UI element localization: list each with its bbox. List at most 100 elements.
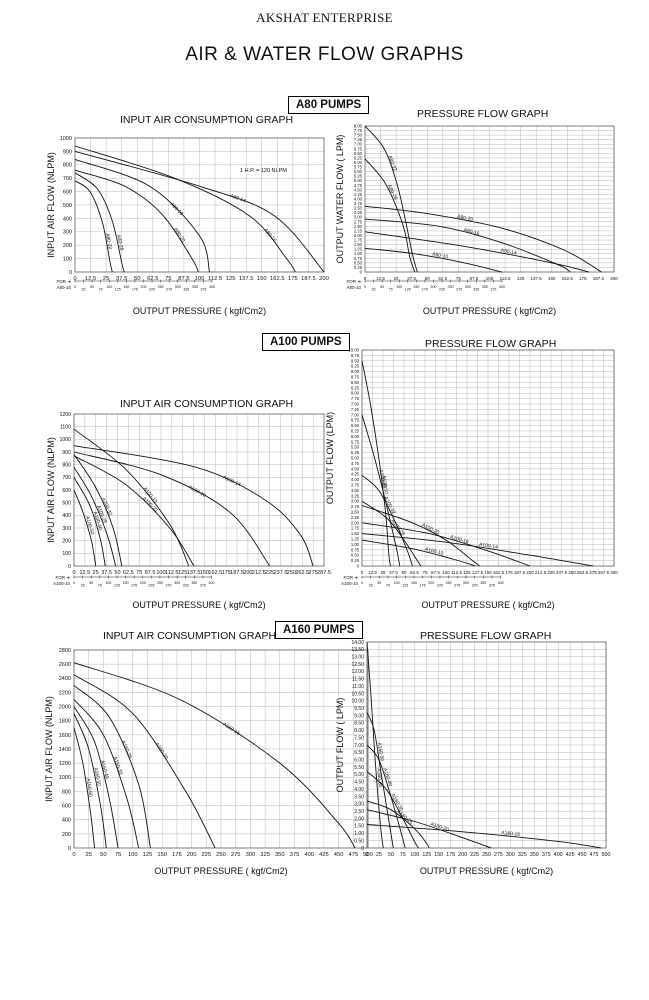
a160-air-x-axis-label: OUTPUT PRESSURE ( kgf/Cm2) <box>154 866 287 876</box>
a160-pressure-y-tick-label: 5.00 <box>354 772 364 778</box>
a80-air-for-model: A80-10 <box>56 285 71 290</box>
a160-pressure-y-tick-label: 1.50 <box>354 824 364 830</box>
page-title: AIR & WATER FLOW GRAPHS <box>185 44 464 65</box>
a100-pressure-x-tick-label: 275 <box>589 570 597 575</box>
a80-air-secondary-tick-label: 100 <box>106 285 112 289</box>
a80-air-chart-title: INPUT AIR CONSUMPTION GRAPH <box>120 114 294 126</box>
a160-air-plot-frame <box>73 649 369 849</box>
a100-air-y-tick-label: 1100 <box>60 424 71 430</box>
a80-pressure-y-tick-label: 3.25 <box>354 210 363 215</box>
a160-pressure-y-tick-label: 13.00 <box>351 654 364 660</box>
a80-pressure-secondary-tick-label: 225 <box>439 288 445 292</box>
a100-pressure-y-tick-label: 1.50 <box>351 531 360 536</box>
a80-air-y-tick-label: 100 <box>63 257 72 263</box>
a100-air-secondary-tick-label: 300 <box>174 581 180 585</box>
a160-pressure-series-label-a160-40: A160-40 <box>382 767 394 787</box>
a80-pressure-x-tick-label: 125 <box>517 276 525 281</box>
a80-pressure-y-tick-label: 1.50 <box>354 242 363 247</box>
a100-pressure-series-line-a100-16 <box>361 522 531 567</box>
a80-pressure-y-tick-label: 8.00 <box>354 123 363 128</box>
a80-pressure-y-tick-label: 7.75 <box>354 128 363 133</box>
a100-air-y-tick-label: 0 <box>68 564 71 570</box>
a160-air-y-tick-label: 2000 <box>59 704 71 710</box>
a100-pressure-series-line-a100-32 <box>361 474 413 567</box>
a100-air-secondary-tick-label: 200 <box>140 581 146 585</box>
a160-pressure-y-axis-label: OUTPUT FLOW ( LPM) <box>335 698 345 793</box>
a80-air-series-label-a80-14: A80-14 <box>229 193 246 205</box>
a160-air-x-tick-label: 225 <box>201 852 211 858</box>
a160-pressure-y-tick-label: 0 <box>361 846 364 852</box>
a100-pressure-x-tick-label: 100 <box>442 570 450 575</box>
section-label-a100: A100 PUMPS <box>262 333 350 351</box>
a100-pressure-x-tick-label: 12.5 <box>368 570 377 575</box>
a100-air-x-tick-label: 25 <box>93 570 99 576</box>
a80-air-secondary-tick-label: 275 <box>166 288 172 292</box>
a80-pressure-x-tick-label: 25 <box>394 276 400 281</box>
a160-pressure-x-tick-label: 150 <box>434 852 443 858</box>
a100-pressure-y-tick-label: 8.75 <box>351 374 360 379</box>
a160-pressure-series-line-a160-26 <box>366 800 430 849</box>
a100-pressure-chart-title: PRESSURE FLOW GRAPH <box>425 338 557 350</box>
a80-pressure-x-tick-label: 200 <box>610 276 618 281</box>
a80-pressure-secondary-tick-label: 375 <box>490 288 496 292</box>
a160-air-y-axis-label: INPUT AIR FLOW (NLPM) <box>44 696 54 802</box>
a160-pressure-y-tick-label: 11.00 <box>352 684 364 690</box>
a160-air-y-tick-label: 2800 <box>59 648 71 654</box>
a80-pressure-y-tick-label: 5.25 <box>354 174 363 179</box>
a80-pressure-x-tick-label: 187.5 <box>593 276 605 281</box>
a160-pressure-y-tick-label: 9.50 <box>354 706 364 712</box>
a160-pressure-x-tick-label: 200 <box>458 852 467 858</box>
a80-pressure-series-label-a80-32: A80-32 <box>387 155 398 172</box>
a160-pressure-series-label-a160-16: A160-16 <box>501 830 521 838</box>
a160-pressure-grid <box>366 641 607 849</box>
a160-pressure-x-tick-label: 175 <box>446 852 455 858</box>
a100-pressure-secondary-tick-label: 300 <box>463 581 469 585</box>
a80-pressure-y-tick-label: 0.50 <box>354 260 363 265</box>
a160-air-x-tick-label: 275 <box>231 852 241 858</box>
a100-air-x-tick-label: 187.5 <box>230 570 244 576</box>
a100-air-x-tick-label: 287.5 <box>317 570 331 576</box>
a100-pressure-series-line-a100-28 <box>361 500 422 567</box>
a100-pressure-y-tick-label: 6.00 <box>351 434 360 439</box>
a100-air-series-label-a100-50: A100-50 <box>84 516 95 536</box>
a160-pressure-y-tick-label: 2.00 <box>354 816 364 822</box>
a160-pressure-x-tick-label: 500 <box>602 852 611 858</box>
a160-air-series-line-a160-30 <box>73 699 140 849</box>
a100-air-x-tick-label: 250 <box>287 570 296 576</box>
a160-air-x-tick-label: 300 <box>246 852 256 858</box>
a80-pressure-x-tick-label: 87.5 <box>470 276 479 281</box>
a100-pressure-secondary-tick-label: 250 <box>446 581 452 585</box>
a80-pressure-y-tick-label: 6.00 <box>354 160 363 165</box>
a160-pressure-series-label-a160-30: A160-30 <box>389 793 404 813</box>
a80-air-note: 1 H.P. = 120 NLPM <box>240 168 287 174</box>
a80-pressure-y-tick-label: 0.75 <box>354 256 363 261</box>
a100-pressure-x-tick-label: 187.5 <box>514 570 526 575</box>
a80-air-y-tick-label: 500 <box>63 203 72 209</box>
a100-pressure-y-tick-label: 4.00 <box>351 477 360 482</box>
a80-pressure-y-tick-label: 0.25 <box>354 265 363 270</box>
a160-air-x-tick-label: 325 <box>260 852 270 858</box>
a80-air-plot-frame <box>74 137 325 273</box>
a100-air-y-tick-label: 200 <box>62 538 71 544</box>
a100-air-series-line-a100-32 <box>73 454 123 567</box>
a100-air-secondary-tick-label: 125 <box>114 584 120 588</box>
a80-pressure-series-line-a80-32 <box>364 125 418 273</box>
a80-air-secondary-tick-label: 200 <box>140 285 146 289</box>
a80-pressure-y-tick-label: 3.75 <box>354 201 363 206</box>
a80-pressure-y-tick-label: 2.00 <box>354 233 363 238</box>
a160-air-x-tick-label: 50 <box>100 852 106 858</box>
a80-air-y-tick-label: 300 <box>63 230 72 236</box>
a160-air-series-label-a160-60: A160-60 <box>85 778 94 798</box>
a160-air-x-tick-label: 75 <box>115 852 121 858</box>
a100-air-x-tick-label: 62.5 <box>123 570 134 576</box>
a80-pressure-y-tick-label: 1.25 <box>354 247 363 252</box>
a80-air-secondary-tick-label: 50 <box>90 285 94 289</box>
a160-pressure-x-tick-label: 350 <box>530 852 539 858</box>
a80-pressure-y-tick-label: 5.00 <box>354 178 363 183</box>
a100-pressure-y-axis-label: OUTPUT FLOW (LPM) <box>325 412 335 504</box>
a160-pressure-x-tick-label: 100 <box>410 852 419 858</box>
a160-air-x-tick-label: 400 <box>304 852 314 858</box>
a160-pressure-x-axis-label: OUTPUT PRESSURE ( kgf/Cm2) <box>420 866 553 876</box>
